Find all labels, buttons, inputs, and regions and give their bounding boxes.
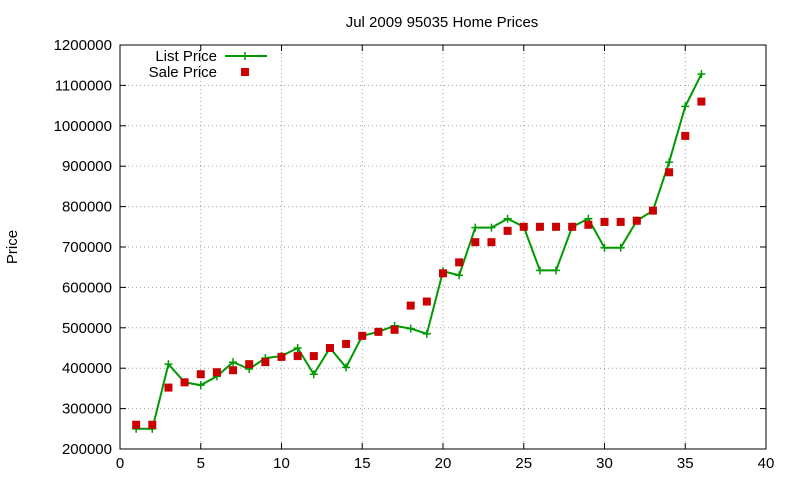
list-price-point [600, 243, 609, 252]
list-price-point [535, 266, 544, 275]
sale-price-point [535, 222, 544, 231]
legend-list-price-label: List Price [155, 48, 217, 65]
data-series [132, 70, 706, 433]
list-price-point [309, 370, 318, 379]
sale-price-point [584, 220, 593, 229]
list-price-point [164, 360, 173, 369]
legend-sale-price-marker [241, 68, 249, 76]
x-tick-label: 0 [116, 455, 124, 472]
list-price-point [229, 358, 238, 367]
sale-price-point [180, 378, 189, 387]
sale-price-point [325, 344, 334, 352]
sale-price-point [132, 420, 141, 429]
list-price-point [406, 324, 415, 333]
list-price-point [455, 271, 464, 280]
x-tick-label: 35 [677, 455, 694, 472]
list-price-point [697, 70, 706, 79]
sale-price-point [277, 352, 286, 361]
list-price-point [487, 223, 496, 232]
x-tick-label: 40 [758, 455, 775, 472]
y-tick-label: 1200000 [54, 37, 112, 54]
sale-price-point [229, 366, 238, 375]
y-tick-label: 700000 [62, 239, 112, 256]
sale-price-point [358, 331, 367, 340]
grid-lines [120, 45, 766, 449]
x-tick-label: 20 [435, 455, 452, 472]
x-tick-label: 15 [354, 455, 371, 472]
list-price-point [552, 266, 561, 275]
list-price-point [665, 158, 674, 167]
sale-price-point [697, 97, 706, 106]
sale-price-point [681, 131, 690, 140]
sale-price-point [471, 238, 480, 247]
list-price-point [422, 329, 431, 338]
legend-sale-price-label: Sale Price [149, 64, 217, 81]
list-price-point [471, 223, 480, 232]
list-price-point [342, 363, 351, 372]
x-tick-label: 25 [515, 455, 532, 472]
y-tick-label: 1100000 [55, 77, 112, 94]
sale-price-point [164, 383, 173, 392]
x-tick-label: 30 [596, 455, 613, 472]
x-tick-label: 5 [197, 455, 205, 472]
sale-price-point [455, 258, 464, 267]
chart-title: Jul 2009 95035 Home Prices [346, 14, 539, 31]
sale-price-point [616, 217, 625, 226]
sale-price-point [406, 301, 415, 310]
list-price-point [681, 102, 690, 111]
sale-price-point [342, 339, 351, 348]
sale-price-point [503, 226, 512, 235]
list-price-point [196, 381, 205, 390]
sale-price-point [439, 269, 447, 278]
sale-price-point [422, 297, 431, 306]
sale-price-point [648, 206, 657, 215]
sale-price-point [519, 222, 528, 231]
sale-price-point [196, 370, 205, 379]
sale-price-point [309, 352, 318, 361]
sale-price-point [148, 420, 157, 429]
list-price-line [136, 73, 703, 430]
y-tick-label: 900000 [62, 158, 112, 175]
list-price-point [293, 344, 302, 352]
sale-price-point [552, 222, 561, 231]
list-price-point [616, 243, 625, 252]
x-tick-label: 10 [273, 455, 290, 472]
sale-price-point [261, 358, 270, 367]
sale-price-point [487, 238, 496, 247]
y-tick-label: 1000000 [54, 118, 112, 135]
list-price-point [503, 214, 512, 223]
sale-price-point [632, 216, 641, 225]
sale-price-point [245, 360, 254, 369]
sale-price-point [374, 327, 383, 336]
sale-price-point [600, 217, 609, 226]
sale-price-point [390, 325, 399, 334]
y-tick-label: 400000 [62, 360, 112, 377]
y-tick-label: 300000 [62, 401, 112, 418]
y-tick-label: 600000 [62, 279, 112, 296]
sale-price-point [212, 368, 221, 377]
y-tick-label: 200000 [62, 441, 112, 458]
sale-price-point [665, 168, 674, 177]
y-tick-label: 800000 [62, 199, 112, 216]
axes: 0 5 10 15 20 25 30 35 40 200000 300000 400000 500000… [54, 37, 775, 472]
sale-price-point [568, 222, 577, 231]
sale-price-point [293, 352, 302, 361]
y-tick-label: 500000 [62, 320, 112, 337]
y-axis-label: Price [4, 230, 21, 264]
